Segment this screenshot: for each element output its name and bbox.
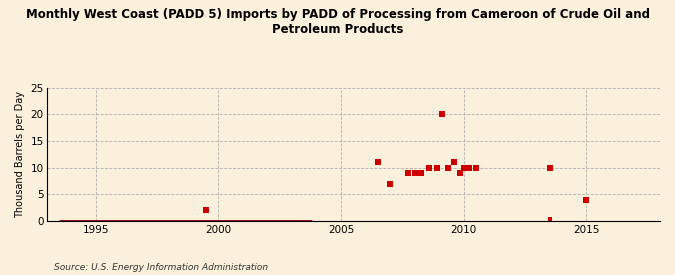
Text: Monthly West Coast (PADD 5) Imports by PADD of Processing from Cameroon of Crude: Monthly West Coast (PADD 5) Imports by P… [26, 8, 649, 36]
Point [463, 166, 474, 170]
Point [415, 171, 426, 175]
Point [544, 166, 555, 170]
Point [385, 182, 396, 186]
Point [581, 197, 592, 202]
Point [424, 166, 435, 170]
Text: Source: U.S. Energy Information Administration: Source: U.S. Energy Information Administ… [54, 263, 268, 272]
Point [544, 217, 555, 222]
Point [436, 112, 447, 117]
Point [448, 160, 459, 165]
Point [470, 166, 481, 170]
Point [373, 160, 383, 165]
Y-axis label: Thousand Barrels per Day: Thousand Barrels per Day [15, 91, 25, 218]
Point [409, 171, 420, 175]
Point [431, 166, 442, 170]
Point [458, 166, 469, 170]
Point [442, 166, 453, 170]
Point [200, 208, 211, 213]
Point [403, 171, 414, 175]
Point [455, 171, 466, 175]
